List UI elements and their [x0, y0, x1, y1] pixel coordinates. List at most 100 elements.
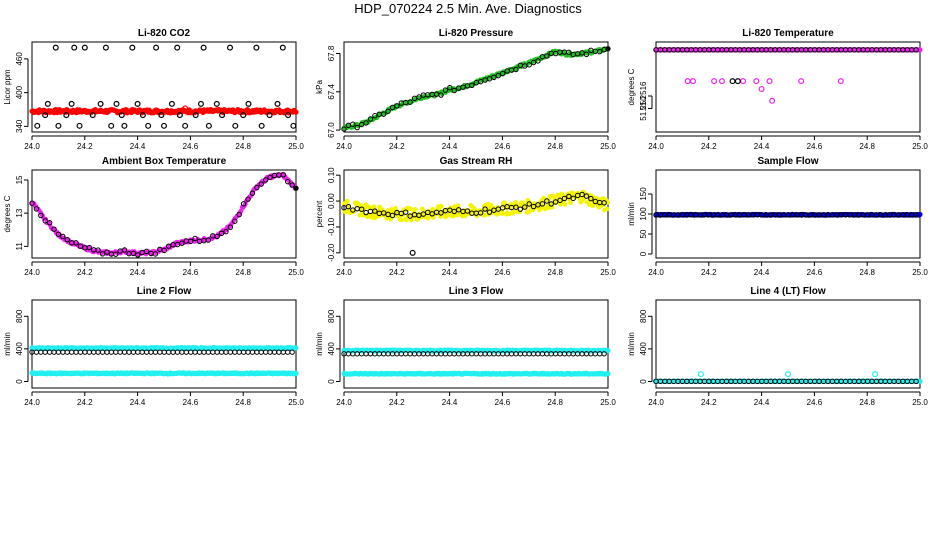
y-tick-label: 0: [639, 379, 648, 384]
avg-point: [579, 191, 585, 198]
outliers-point: [121, 122, 128, 129]
avg-point: [245, 196, 251, 202]
avg-point: [548, 201, 554, 207]
raw-point: [559, 191, 565, 197]
avg-point: [517, 206, 524, 212]
raw-point: [482, 212, 488, 218]
y-tick-label: 460: [15, 52, 24, 66]
y-tick-label: 100: [639, 207, 648, 221]
raw-point: [399, 217, 405, 223]
outliers-point: [174, 44, 181, 51]
avg-point: [358, 121, 365, 128]
outliers-point: [161, 122, 168, 129]
y-tick-label: 51.2516: [639, 81, 648, 110]
outliers-point: [285, 112, 292, 119]
x-tick-label: 25.0: [600, 142, 616, 151]
plot-frame: [343, 299, 609, 389]
avg-point: [38, 212, 44, 219]
avg-point: [451, 87, 457, 94]
avg-point: [345, 203, 352, 210]
raw-point: [917, 378, 923, 384]
outliers-point: [158, 112, 165, 119]
avg-point: [192, 235, 198, 242]
avg-point: [438, 92, 444, 98]
y-tick-label: 0: [639, 251, 648, 256]
raw-point: [502, 200, 508, 205]
avg-point: [385, 108, 391, 114]
avg-point: [161, 247, 167, 254]
avg-point: [442, 87, 449, 93]
outliers-point: [118, 112, 125, 119]
avg-point: [380, 111, 387, 117]
plot-area: [29, 344, 299, 377]
outliers-point: [769, 97, 776, 104]
avg-point: [205, 237, 212, 243]
avg-point: [482, 206, 488, 212]
avg-point: [218, 230, 225, 237]
avg-point: [601, 200, 607, 206]
x-tick-label: 24.0: [24, 398, 40, 407]
avg-point: [262, 177, 269, 183]
avg-point: [913, 47, 919, 53]
outliers-point: [76, 122, 83, 129]
raw-point: [500, 211, 505, 216]
outlier-point: [409, 249, 416, 256]
avg-point: [86, 244, 93, 251]
panel-7: Line 2 Flow ml/min 24.0 24.2 24.4 24.6 24.8 25.…: [3, 286, 304, 407]
outliers-point: [200, 44, 207, 51]
x-tick-label: 25.0: [288, 142, 304, 151]
y-tick-label: 15: [15, 175, 24, 184]
x-tick-label: 25.0: [600, 268, 616, 277]
y-tick-label: 13: [15, 208, 24, 217]
x-tick-label: 24.2: [77, 398, 93, 407]
y-axis-label: percent: [315, 200, 324, 227]
avg-point: [495, 72, 502, 79]
outliers-point: [153, 44, 160, 51]
y-tick-label: 400: [639, 342, 648, 356]
avg-point: [566, 49, 572, 56]
x-tick-label: 24.0: [336, 268, 352, 277]
x-tick-label: 24.4: [754, 268, 770, 277]
y-axis-label: degrees C: [627, 68, 636, 105]
x-tick-label: 24.2: [389, 398, 405, 407]
outliers-point: [240, 112, 247, 119]
x-tick-label: 24.2: [389, 268, 405, 277]
x-tick-label: 24.8: [859, 268, 875, 277]
avg-point: [601, 351, 607, 357]
avg-point: [95, 247, 101, 253]
y-tick-label: 67.8: [327, 45, 336, 61]
avg-point: [557, 197, 563, 204]
avg-point: [249, 190, 256, 196]
x-tick-label: 24.2: [701, 268, 717, 277]
raw-point: [450, 213, 456, 219]
y-axis-label: kPa: [315, 80, 324, 94]
spikes-point: [872, 371, 879, 378]
x-tick-label: 24.0: [336, 142, 352, 151]
avg-point: [46, 219, 53, 226]
avg-point: [210, 349, 216, 355]
x-tick-label: 25.0: [912, 142, 928, 151]
x-tick-label: 24.0: [648, 268, 664, 277]
panel-6: Sample Flow ml/min 24.0 24.2 24.4 24.6 24.8 25.…: [627, 156, 928, 277]
plot-frame: [343, 169, 609, 259]
raw-point: [917, 211, 923, 218]
x-tick-label: 24.2: [77, 142, 93, 151]
outliers-point: [766, 78, 773, 85]
avg-point: [372, 208, 378, 214]
end-point: [605, 46, 611, 52]
raw-point: [344, 198, 350, 204]
x-tick-label: 24.2: [77, 268, 93, 277]
outliers-point: [168, 100, 175, 107]
spikes-point: [697, 371, 704, 378]
plot-area: [341, 189, 611, 256]
avg-point: [552, 199, 559, 205]
outliers-point: [97, 100, 104, 107]
avg-point: [469, 82, 475, 88]
raw-point: [404, 217, 409, 223]
panel-title: Ambient Box Temperature: [102, 156, 227, 167]
outliers-point: [689, 78, 696, 85]
x-tick-label: 24.8: [547, 142, 563, 151]
outliers-point: [290, 122, 297, 129]
plot-frame: [31, 41, 297, 133]
outliers-point: [139, 112, 146, 119]
